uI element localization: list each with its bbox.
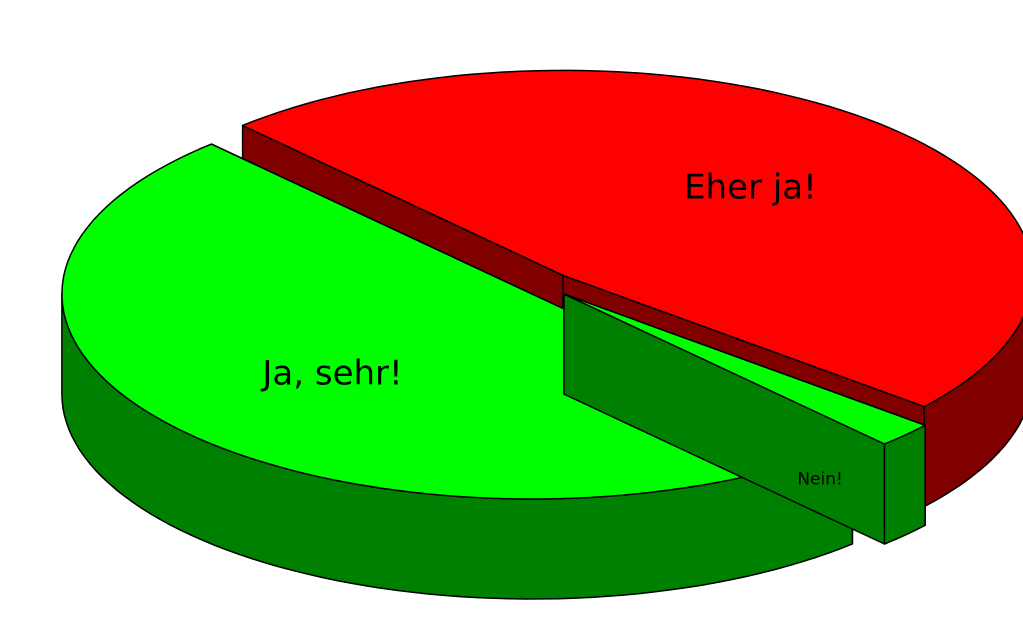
slice [241,69,1023,408]
slice-side [883,424,926,545]
slice-label: Nein! [797,470,843,490]
slice [563,293,926,445]
slice-label: Eher ja! [684,168,817,208]
slice-label: Ja, sehr! [260,354,402,394]
